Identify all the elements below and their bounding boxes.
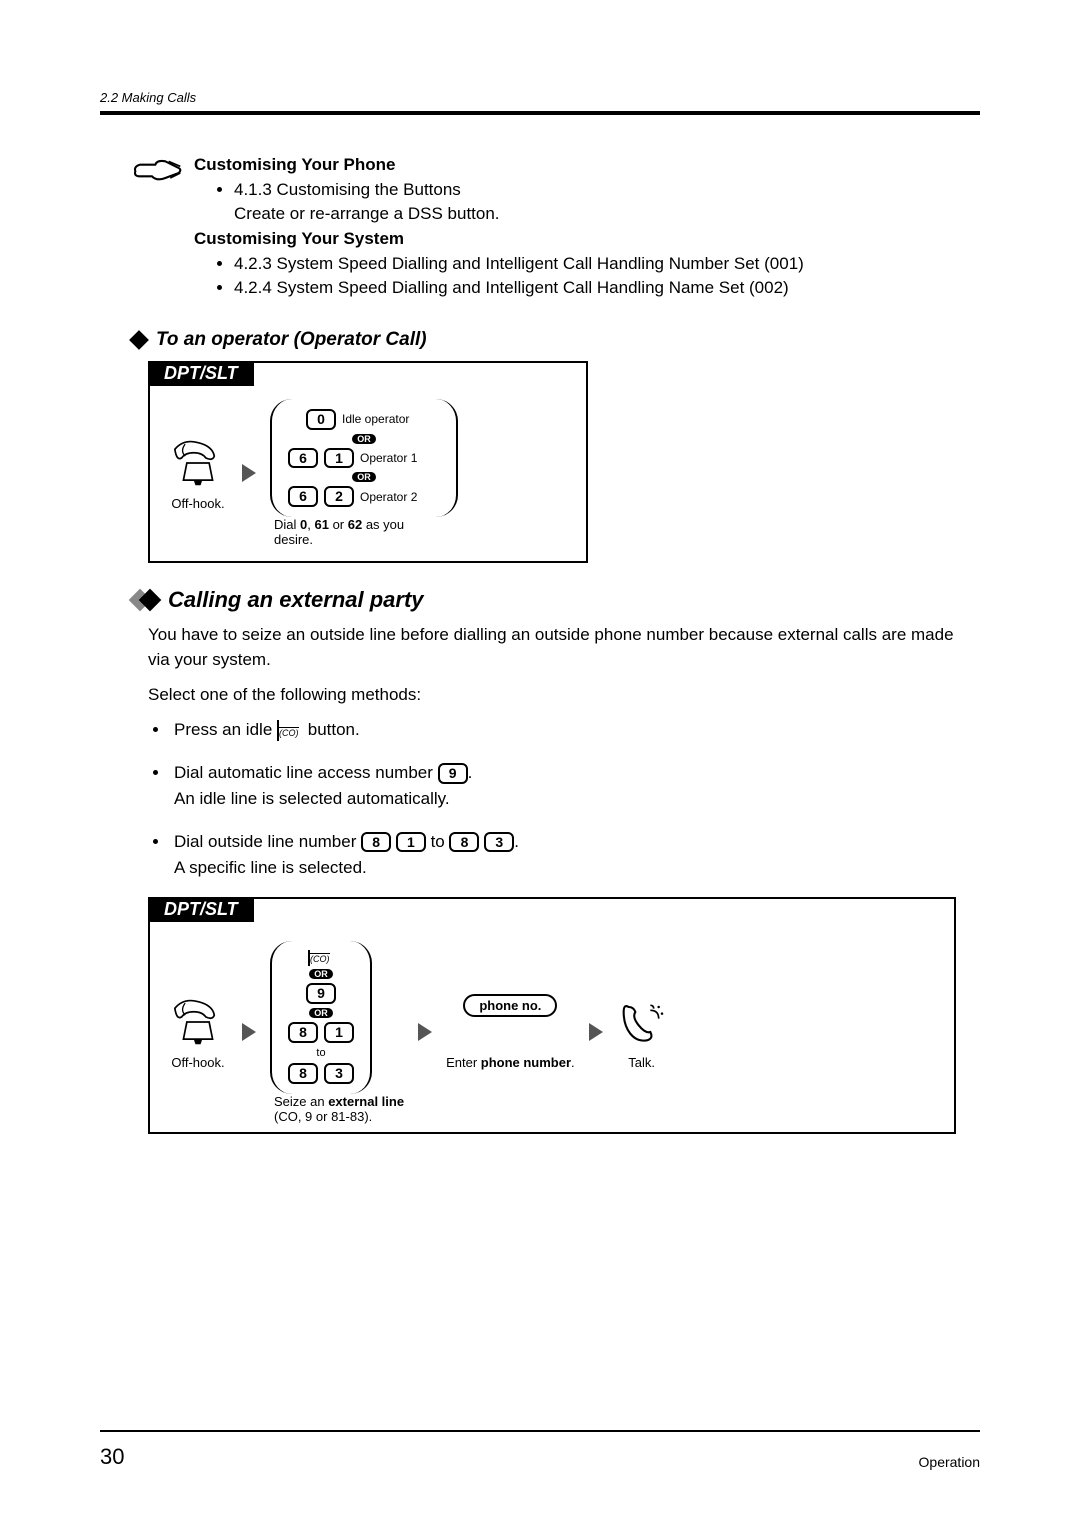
key-3: 3 — [324, 1063, 354, 1084]
arrow-icon — [242, 1023, 256, 1041]
dial-options: 0 Idle operator OR 6 1 Operator 1 OR 6 2 — [270, 399, 458, 517]
offhook-phone-icon — [168, 436, 228, 490]
pointing-hand-icon — [132, 153, 182, 301]
phone-no-oval: phone no. — [463, 994, 557, 1017]
arrow-icon — [589, 1023, 603, 1041]
key-0: 0 — [306, 409, 336, 430]
phone-number-step: phone no. Enter phone number. — [446, 994, 575, 1070]
operator-flow-box: DPT/SLT Off-hook. 0 I — [148, 361, 588, 563]
seize-caption: Seize an external line (CO, 9 or 81-83). — [274, 1094, 404, 1124]
cust-sys-item1: 4.2.3 System Speed Dialling and Intellig… — [234, 252, 804, 277]
external-select: Select one of the following methods: — [148, 683, 970, 708]
key-6: 6 — [288, 486, 318, 507]
key-6: 6 — [288, 448, 318, 469]
talk-caption: Talk. — [628, 1055, 655, 1070]
operator-call-heading-text: To an operator (Operator Call) — [156, 329, 427, 351]
seize-step: (CO) OR 9 OR 8 1 to 8 3 — [270, 941, 404, 1123]
key-9: 9 — [306, 983, 336, 1004]
key-1: 1 — [396, 832, 426, 853]
method-3: Dial outside line number 8 1 to 8 3. A s… — [170, 829, 980, 882]
label-operator1: Operator 1 — [360, 451, 440, 465]
external-flow-box: DPT/SLT Off-hook. (CO) OR — [148, 897, 956, 1133]
double-diamond-icon — [132, 592, 158, 608]
key-3: 3 — [484, 832, 514, 853]
dial-step: 0 Idle operator OR 6 1 Operator 1 OR 6 2 — [270, 399, 458, 547]
or-pill: OR — [352, 434, 376, 444]
label-idle-operator: Idle operator — [342, 412, 422, 426]
talk-step: Talk. — [617, 995, 667, 1070]
label-operator2: Operator 2 — [360, 490, 440, 504]
offhook-step: Off-hook. — [168, 995, 228, 1070]
cust-sys-item2: 4.2.4 System Speed Dialling and Intellig… — [234, 276, 804, 301]
running-head: 2.2 Making Calls — [100, 90, 980, 105]
method-2: Dial automatic line access number 9. An … — [170, 760, 980, 813]
key-1: 1 — [324, 448, 354, 469]
key-2: 2 — [324, 486, 354, 507]
or-pill: OR — [352, 472, 376, 482]
cust-phone-heading: Customising Your Phone — [194, 153, 804, 178]
rule-bottom — [100, 1430, 980, 1432]
arrow-icon — [418, 1023, 432, 1041]
key-8: 8 — [449, 832, 479, 853]
page-label: Operation — [919, 1454, 980, 1470]
key-1: 1 — [324, 1022, 354, 1043]
method-1: Press an idle (CO) button. — [170, 717, 980, 744]
external-para: You have to seize an outside line before… — [148, 623, 970, 672]
or-pill: OR — [309, 1008, 333, 1018]
key-9: 9 — [438, 763, 468, 784]
dpt-slt-tab: DPT/SLT — [148, 897, 254, 922]
offhook-caption: Off-hook. — [171, 496, 224, 511]
co-button-icon: (CO) — [308, 951, 334, 965]
page-number: 30 — [100, 1444, 124, 1470]
seize-options: (CO) OR 9 OR 8 1 to 8 3 — [270, 941, 372, 1093]
offhook-caption: Off-hook. — [171, 1055, 224, 1070]
arrow-icon — [242, 464, 256, 482]
or-pill: OR — [309, 969, 333, 979]
co-button-icon: (CO) — [277, 718, 303, 744]
talk-handset-icon — [617, 995, 667, 1049]
rule-top — [100, 111, 980, 115]
external-heading-text: Calling an external party — [168, 587, 424, 613]
offhook-step: Off-hook. — [168, 436, 228, 511]
cust-phone-item1b: Create or re-arrange a DSS button. — [234, 204, 500, 223]
cust-phone-item1: 4.1.3 Customising the Buttons — [234, 180, 461, 199]
key-8: 8 — [361, 832, 391, 853]
dpt-slt-tab: DPT/SLT — [148, 361, 254, 386]
diamond-icon — [129, 330, 149, 350]
cust-phone-item: 4.1.3 Customising the Buttons Create or … — [234, 178, 804, 227]
key-8: 8 — [288, 1022, 318, 1043]
methods-list: Press an idle (CO) button. Dial automati… — [170, 717, 980, 881]
offhook-phone-icon — [168, 995, 228, 1049]
to-label: to — [316, 1047, 325, 1059]
cust-sys-heading: Customising Your System — [194, 227, 804, 252]
external-party-heading: Calling an external party — [132, 587, 980, 613]
key-8: 8 — [288, 1063, 318, 1084]
dial-caption: Dial 0, 61 or 62 as you desire. — [274, 517, 444, 547]
operator-call-heading: To an operator (Operator Call) — [132, 329, 980, 351]
enter-caption: Enter phone number. — [446, 1055, 575, 1070]
customising-block: Customising Your Phone 4.1.3 Customising… — [132, 153, 980, 301]
